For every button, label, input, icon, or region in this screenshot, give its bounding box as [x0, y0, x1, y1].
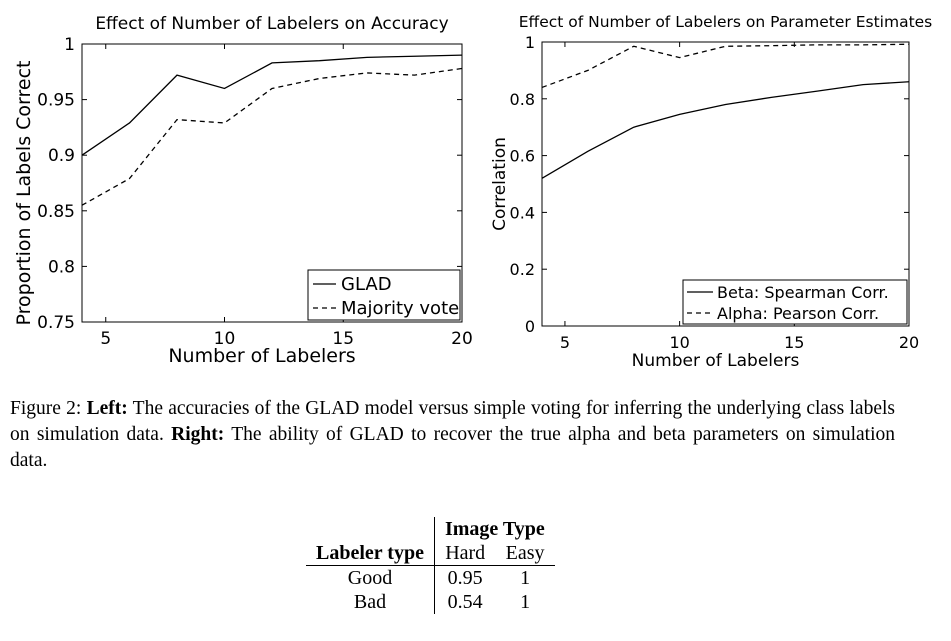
chart2-y-tick-label: 0.4	[510, 203, 535, 222]
chart2-title: Effect of Number of Labelers on Paramete…	[519, 13, 933, 31]
chart2-plot-frame	[541, 41, 910, 327]
chart1-series-line-2	[81, 67, 463, 206]
caption-right-label: Right:	[171, 424, 225, 445]
table-row: Good 0.95 1	[306, 565, 555, 590]
table-cell: 0.95	[447, 567, 483, 589]
chart1-x-tick-label: 10	[214, 329, 236, 349]
chart2-y-tick-label: 0.2	[510, 260, 535, 279]
figure-caption: Figure 2: Left: The accuracies of the GL…	[10, 396, 895, 474]
chart2-x-axis-label: Number of Labelers	[632, 351, 800, 371]
chart1-x-axis-label: Number of Labelers	[168, 345, 355, 367]
chart1-x-tick-label: 15	[332, 329, 354, 349]
parameter-table: Image Type Labeler type Hard Easy Good 0…	[306, 517, 555, 614]
chart1-legend-label-2: Majority vote	[341, 298, 459, 319]
chart2-y-tick-label: 0.8	[510, 90, 535, 109]
chart2-x-tick-label: 20	[899, 333, 919, 352]
chart1-y-tick-label: 1	[64, 35, 75, 55]
table-row: Bad 0.54 1	[306, 590, 555, 614]
chart2-x-tick-label: 5	[560, 333, 570, 352]
table-cell: 1	[520, 567, 531, 589]
figure-charts: Effect of Number of Labelers on Accuracy…	[13, 13, 933, 371]
caption-left-label: Left:	[86, 398, 128, 419]
table-group-header: Image Type	[444, 518, 545, 540]
table-cell: 0.54	[447, 591, 483, 613]
chart1-x-tick-label: 20	[451, 329, 473, 349]
caption-right-text: The ability of GLAD to recover the true …	[10, 424, 895, 471]
chart1-plot-frame	[81, 43, 463, 323]
table-row-label: Good	[306, 565, 435, 590]
chart2-x-tick-label: 10	[669, 333, 689, 352]
chart2-legend-label-1: Beta: Spearman Corr.	[717, 283, 889, 302]
chart2-series-line-1	[541, 81, 910, 179]
chart2-series-line-2	[541, 43, 910, 89]
chart2-y-tick-label: 0	[525, 317, 535, 336]
table-cell: 1	[520, 591, 531, 613]
chart1-series-line-1	[81, 54, 463, 156]
chart1-y-tick-label: 0.8	[48, 257, 75, 277]
chart2-y-tick-label: 0.6	[510, 147, 535, 166]
table-row-label: Bad	[306, 590, 435, 614]
chart1-y-tick-label: 0.75	[37, 313, 75, 333]
table-corner	[306, 517, 435, 541]
chart1-x-tick-label: 5	[100, 329, 111, 349]
chart2-x-tick-label: 15	[784, 333, 804, 352]
chart1-legend-label-1: GLAD	[341, 274, 392, 295]
chart2-y-axis-label: Correlation	[490, 137, 510, 231]
chart2-legend-label-2: Alpha: Pearson Corr.	[717, 304, 879, 323]
table-row-header: Labeler type	[306, 541, 435, 566]
chart2-y-tick-label: 1	[525, 33, 535, 52]
chart1-y-tick-label: 0.9	[48, 146, 75, 166]
table-col-header: Hard	[434, 541, 496, 566]
chart2-legend-box	[682, 279, 908, 325]
chart1-y-tick-label: 0.95	[37, 91, 75, 111]
table-col-header: Easy	[495, 541, 555, 566]
caption-left-text: The accuracies of the GLAD model versus …	[10, 398, 895, 445]
chart1-title: Effect of Number of Labelers on Accuracy	[95, 14, 448, 34]
chart1-legend-box	[307, 269, 461, 321]
chart1-y-axis-label: Proportion of Labels Correct	[13, 61, 35, 326]
chart1-y-tick-label: 0.85	[37, 202, 75, 222]
caption-prefix: Figure 2:	[10, 398, 87, 419]
